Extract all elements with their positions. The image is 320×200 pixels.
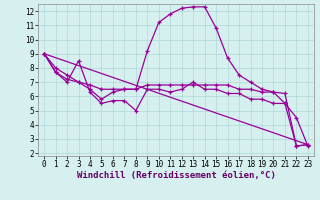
X-axis label: Windchill (Refroidissement éolien,°C): Windchill (Refroidissement éolien,°C) (76, 171, 276, 180)
